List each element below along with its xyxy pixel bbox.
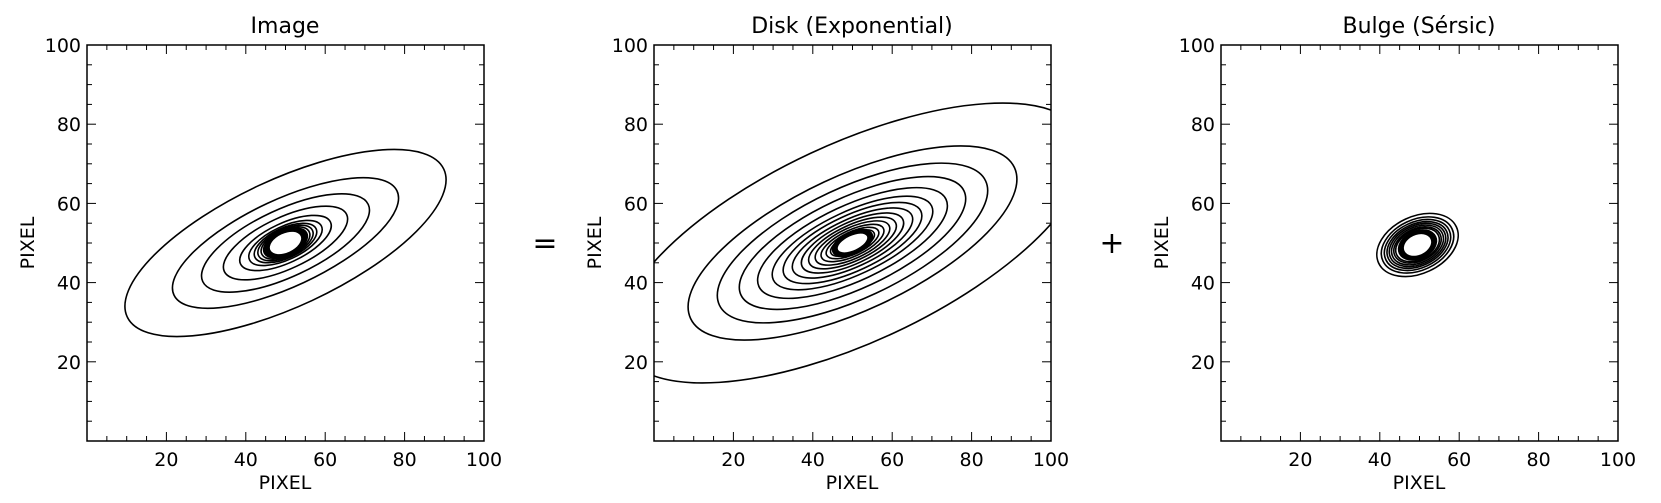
- contour-level: [222, 205, 349, 281]
- y-axis-label: PIXEL: [584, 216, 606, 269]
- y-tick-label: 80: [1191, 114, 1215, 136]
- contour-core: [269, 231, 302, 255]
- y-tick-label: 100: [612, 35, 648, 57]
- contour-level: [738, 175, 967, 311]
- contour-level: [1380, 216, 1455, 274]
- y-tick-label: 40: [624, 273, 648, 295]
- contour-level: [238, 214, 333, 272]
- x-tick-label: 60: [313, 449, 337, 471]
- y-tick-label: 80: [624, 114, 648, 136]
- x-tick-label: 20: [1288, 449, 1312, 471]
- x-tick-label: 100: [1600, 449, 1636, 471]
- contour-level: [1390, 224, 1445, 266]
- contour-level: [782, 201, 923, 285]
- x-tick-label: 40: [1368, 449, 1392, 471]
- contour-level: [654, 102, 1051, 384]
- tick-group: [654, 45, 1051, 441]
- y-tick-label: 100: [45, 35, 81, 57]
- contour-level: [124, 148, 447, 338]
- x-axis-label: PIXEL: [1393, 472, 1446, 494]
- panel-bulge: Bulge (Sérsic) PIXEL PIXEL 20 40 60 80 100 20…: [1151, 14, 1636, 494]
- equals-operator: =: [532, 226, 557, 261]
- plus-operator: +: [1099, 226, 1124, 261]
- corner-contour: [1221, 45, 1223, 46]
- contour-level: [771, 195, 934, 291]
- y-tick-label: 20: [624, 352, 648, 374]
- contour-level: [200, 193, 371, 293]
- contour-level: [248, 219, 323, 267]
- tick-group: [87, 45, 484, 441]
- contour-level: [716, 162, 989, 324]
- contour-level: [1388, 222, 1447, 268]
- x-tick-label: 20: [154, 449, 178, 471]
- y-tick-label: 40: [57, 273, 81, 295]
- panel-title: Disk (Exponential): [751, 14, 953, 39]
- panel-title: Bulge (Sérsic): [1342, 14, 1495, 39]
- tick-group: [1221, 45, 1618, 441]
- contour-core: [837, 233, 868, 253]
- contour-level: [1393, 226, 1442, 264]
- y-tick-label: 60: [1191, 193, 1215, 215]
- y-tick-label: 20: [1191, 352, 1215, 374]
- contour-level: [756, 186, 949, 300]
- corner-contour: [87, 45, 89, 46]
- contour-group: [1221, 45, 1618, 441]
- x-tick-label: 20: [721, 449, 745, 471]
- x-axis-label: PIXEL: [259, 472, 312, 494]
- x-tick-label: 60: [880, 449, 904, 471]
- contour-group: [654, 45, 1051, 441]
- contour-level: [1383, 218, 1452, 272]
- y-tick-label: 20: [57, 352, 81, 374]
- plot-frame: [86, 44, 485, 442]
- contour-level: [1386, 220, 1449, 270]
- y-axis-label: PIXEL: [1151, 216, 1173, 269]
- panel-image: Image PIXEL PIXEL 20 40 60 80 100 20 40 60 80 100: [17, 14, 502, 494]
- contour-level: [1376, 212, 1459, 278]
- contour-level: [171, 176, 400, 310]
- x-tick-label: 80: [960, 449, 984, 471]
- y-tick-label: 80: [57, 114, 81, 136]
- x-tick-label: 80: [393, 449, 417, 471]
- contour-core: [1403, 234, 1432, 256]
- plot-frame: [653, 44, 1052, 442]
- contour-level: [687, 145, 1018, 341]
- y-tick-label: 40: [1191, 273, 1215, 295]
- contour-group: [87, 45, 484, 441]
- contour-level: [807, 216, 898, 270]
- corner-contour: [654, 45, 656, 46]
- x-tick-label: 80: [1527, 449, 1551, 471]
- contour-level: [814, 220, 891, 266]
- y-axis-label: PIXEL: [17, 216, 39, 269]
- x-tick-label: 100: [466, 449, 502, 471]
- x-axis-label: PIXEL: [826, 472, 879, 494]
- plot-frame: [1220, 44, 1619, 442]
- contour-level: [253, 222, 318, 264]
- y-tick-label: 60: [57, 193, 81, 215]
- y-tick-label: 100: [1179, 35, 1215, 57]
- x-tick-label: 40: [234, 449, 258, 471]
- x-tick-label: 60: [1447, 449, 1471, 471]
- x-tick-label: 40: [801, 449, 825, 471]
- x-tick-label: 100: [1033, 449, 1069, 471]
- contour-level: [791, 207, 914, 279]
- contour-level: [820, 223, 885, 263]
- panel-disk: Disk (Exponential) PIXEL PIXEL 20 40 60 80 1…: [584, 14, 1069, 494]
- contour-level: [1394, 227, 1441, 263]
- contour-level: [800, 212, 905, 274]
- panel-title: Image: [251, 14, 320, 39]
- y-tick-label: 60: [624, 193, 648, 215]
